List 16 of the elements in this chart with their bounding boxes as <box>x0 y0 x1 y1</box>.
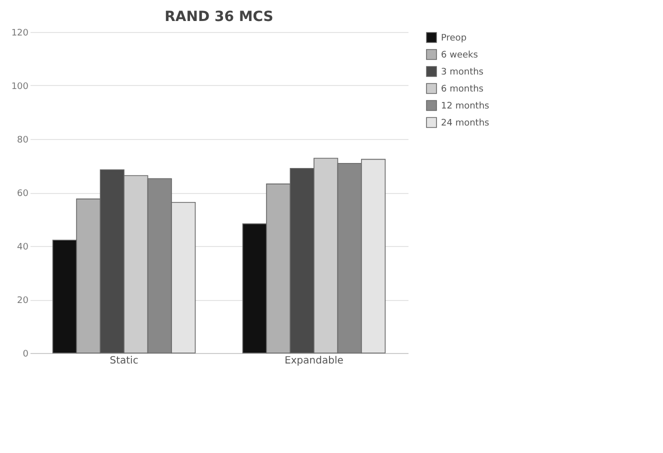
legend-label: 6 months <box>441 84 484 94</box>
legend-label: 24 months <box>441 118 490 128</box>
legend-label: Preop <box>441 34 467 44</box>
y-tick-label: 120 <box>11 28 29 38</box>
y-tick-label: 100 <box>11 82 29 92</box>
x-tick-label: Static <box>110 356 138 366</box>
chart-title: RAND 36 MCS <box>164 9 274 25</box>
y-tick-label: 40 <box>17 242 29 252</box>
legend-label: 3 months <box>441 68 484 78</box>
y-tick-label: 60 <box>17 189 29 199</box>
y-tick-label: 0 <box>22 350 29 360</box>
y-tick-label: 20 <box>17 296 29 306</box>
x-tick-label: Expandable <box>284 356 344 366</box>
y-tick-label: 80 <box>17 136 29 146</box>
legend-label: 6 weeks <box>441 50 478 60</box>
legend-label: 12 months <box>441 102 490 112</box>
